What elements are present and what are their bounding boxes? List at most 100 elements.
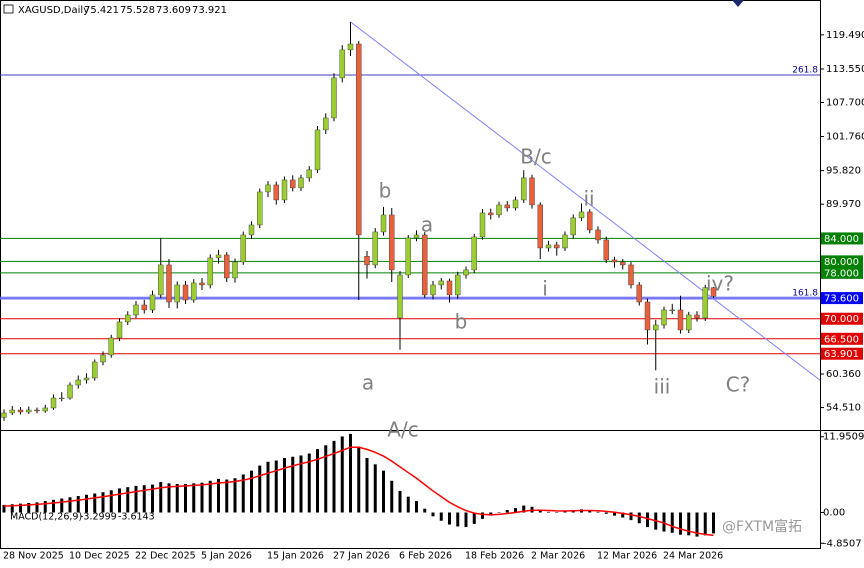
macd-bar [159,482,163,513]
macd-bar [712,512,715,534]
candle-body [215,254,222,259]
macd-bar [555,512,559,514]
wave-label: b [379,179,392,203]
candle-body [290,179,296,189]
macd-bar [19,503,22,513]
candle-body [34,409,40,412]
macd-bar [274,460,278,513]
candle-body [661,309,667,326]
y-tick-label: 54.510 [826,403,861,414]
level-box [821,332,863,345]
candle-body [356,43,362,236]
candle-body [281,179,288,201]
candle-body [455,274,461,296]
candle-body [191,282,197,301]
candle-body [100,354,106,363]
macd-bar [406,496,410,513]
macd-bar [390,480,394,513]
level-label: 80.000 [824,257,859,268]
macd-bar [439,512,443,521]
candle-body [59,397,65,399]
y-tick-label: 107.700 [826,98,864,109]
x-tick-label: 6 Feb 2026 [399,551,452,562]
macd-bar [373,464,377,513]
macd-bar [299,455,303,513]
candle-body [380,214,387,233]
candle-body [562,234,568,249]
candle-body [257,191,263,226]
macd-bar [588,510,592,513]
candle-body [710,287,717,297]
wave-label: iii [654,375,671,399]
macd-bar [423,508,427,513]
macd-bar [340,436,344,513]
macd-bar [604,512,608,514]
candle-body [224,254,230,279]
level-label: 73.600 [824,294,859,305]
candle-body [232,261,238,279]
indicator-name: MACD(12,26,9) [10,512,82,523]
x-tick-label: 10 Dec 2025 [69,551,130,562]
candle-body [496,204,502,216]
candle-body [149,294,156,311]
wave-label: B/c [520,145,551,169]
macd-bar [316,449,319,513]
candle-body [133,304,139,316]
candle-body [339,49,345,79]
macd-bar [93,493,97,513]
macd-bar [514,508,517,513]
macd-bar [151,484,154,513]
macd-bar [266,461,270,513]
level-box [821,292,863,305]
macd-bar [522,505,526,513]
candle-body [174,284,180,303]
candle-body [347,43,354,51]
candle-body [265,184,271,193]
y-tick-label: 119.490 [826,30,864,41]
wave-label: i [542,277,548,301]
candle-body [306,169,312,179]
candle-body [67,384,73,399]
candle-body [158,264,164,296]
level-label: 84.000 [824,234,859,245]
candle-body [529,177,535,206]
candle-body [273,184,279,201]
candle-body [686,314,692,331]
candle-body [620,261,626,266]
macd-bar [538,509,542,513]
macd-bar [448,512,451,525]
macd-bar [225,479,229,513]
macd-bar [596,511,600,513]
macd-bar [613,512,616,516]
macd-bar [307,453,311,513]
candle-body [298,177,304,189]
candle-body [125,314,131,323]
header-value: 75.421 [84,5,119,16]
level-label: 66.500 [824,334,859,345]
y-tick-label: -4.8507 [823,538,862,549]
x-tick-label: 22 Dec 2025 [135,551,196,562]
macd-bar [233,478,237,513]
header-value: 75.528 [120,5,155,16]
candle-body [405,237,411,276]
macd-bar [505,509,509,513]
wave-label: A/c [387,418,418,442]
macd-bar [52,499,55,513]
macd-bar [637,512,641,524]
macd-bar [324,445,328,513]
candle-body [603,239,609,261]
candle-body [372,231,378,266]
candle-body [83,377,90,381]
macd-bar [464,512,468,528]
candle-body [611,259,618,263]
candle-body [422,234,428,296]
candle-body [537,204,543,249]
trendline [350,21,821,381]
candle-body [628,264,634,286]
macd-bar [134,485,138,513]
candle-body [314,129,321,171]
candle-body [413,234,420,239]
macd-bar [101,492,105,513]
macd-bar [250,470,253,513]
macd-bar [60,498,64,513]
